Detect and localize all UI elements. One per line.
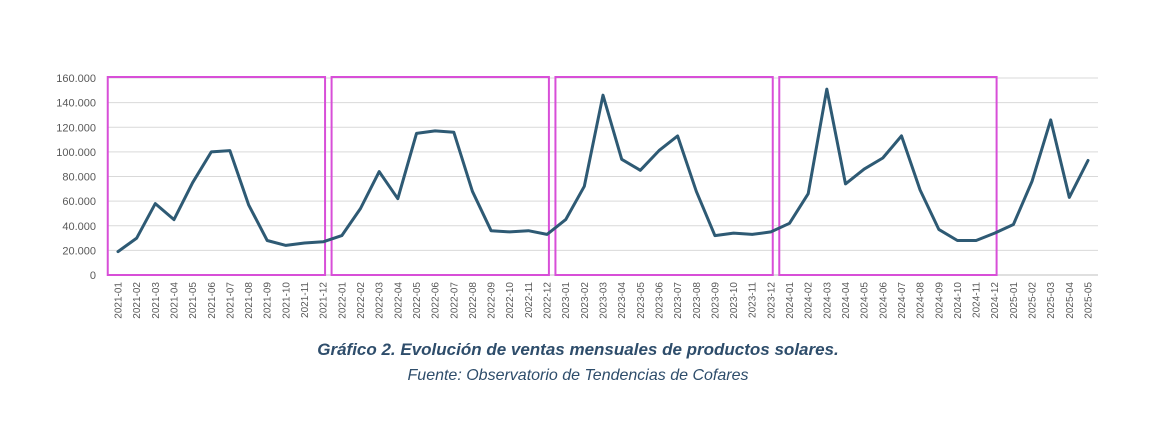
x-tick-label: 2021-03	[151, 282, 162, 319]
x-tick-label: 2021-02	[132, 282, 143, 319]
x-tick-label: 2023-07	[673, 282, 684, 319]
x-tick-label: 2025-02	[1028, 282, 1039, 319]
x-tick-label: 2024-06	[878, 282, 889, 319]
sales-series	[116, 87, 1090, 254]
x-tick-label: 2022-04	[393, 282, 404, 319]
series-line	[116, 87, 1090, 254]
y-tick-label: 100.000	[56, 147, 96, 159]
x-tick-label: 2025-03	[1046, 282, 1057, 319]
y-tick-label: 20.000	[62, 245, 96, 257]
x-tick-label: 2021-07	[225, 282, 236, 319]
x-tick-label: 2024-05	[860, 282, 871, 319]
x-tick-label: 2023-06	[654, 282, 665, 319]
x-tick-label: 2022-05	[412, 282, 423, 319]
figure-caption-title: Gráfico 2. Evolución de ventas mensuales…	[317, 340, 839, 359]
figure-caption-source: Fuente: Observatorio de Tendencias de Co…	[407, 367, 749, 384]
x-tick-label: 2022-01	[337, 282, 348, 319]
year-highlight-box	[106, 76, 327, 276]
x-tick-label: 2022-02	[356, 282, 367, 319]
line-chart: 0 20.000 40.000 60.000 80.000 100.000 120.000 1…	[56, 73, 1098, 319]
y-tick-label: 140.000	[56, 98, 96, 110]
x-tick-label: 2022-03	[375, 282, 386, 319]
x-tick-label: 2021-12	[319, 282, 330, 319]
x-tick-label: 2023-09	[710, 282, 721, 319]
x-tick-label: 2021-05	[188, 282, 199, 319]
x-tick-label: 2024-01	[785, 282, 796, 319]
y-axis-tick-labels: 0 20.000 40.000 60.000 80.000 100.000 120.000 1…	[56, 73, 96, 282]
x-tick-label: 2025-04	[1065, 282, 1076, 319]
x-tick-label: 2023-02	[580, 282, 591, 319]
x-tick-label: 2022-07	[449, 282, 460, 319]
x-tick-label: 2022-06	[431, 282, 442, 319]
x-tick-label: 2023-05	[636, 282, 647, 319]
x-tick-label: 2022-10	[505, 282, 516, 319]
x-tick-label: 2024-10	[953, 282, 964, 319]
x-tick-label: 2024-03	[822, 282, 833, 319]
y-tick-label: 40.000	[62, 221, 96, 233]
year-highlight-box	[554, 76, 774, 276]
x-tick-label: 2024-12	[990, 282, 1001, 319]
y-tick-label: 160.000	[56, 73, 96, 85]
x-tick-label: 2021-11	[300, 282, 311, 318]
year-highlight-box	[330, 76, 550, 276]
x-tick-label: 2021-09	[263, 282, 274, 319]
x-tick-label: 2022-08	[468, 282, 479, 319]
x-tick-label: 2022-12	[543, 282, 554, 319]
x-tick-label: 2021-01	[114, 282, 125, 319]
x-tick-label: 2023-03	[599, 282, 610, 319]
x-tick-label: 2023-01	[561, 282, 572, 319]
x-tick-label: 2024-08	[916, 282, 927, 319]
x-tick-label: 2023-08	[692, 282, 703, 319]
x-tick-label: 2021-08	[244, 282, 255, 319]
x-tick-label: 2022-09	[487, 282, 498, 319]
y-tick-label: 120.000	[56, 122, 96, 134]
y-tick-label: 0	[90, 270, 96, 282]
x-tick-label: 2024-02	[804, 282, 815, 319]
x-axis-tick-labels: 2021-01 2021-02 2021-03 2021-04 2021-05 2021-…	[114, 282, 1095, 319]
y-tick-label: 80.000	[62, 172, 96, 184]
y-tick-label: 60.000	[62, 196, 96, 208]
x-tick-label: 2024-09	[934, 282, 945, 319]
year-highlight-box	[778, 76, 998, 276]
gridlines	[108, 77, 1098, 276]
year-highlight-boxes	[106, 76, 998, 276]
x-tick-label: 2024-07	[897, 282, 908, 319]
x-tick-label: 2025-01	[1009, 282, 1020, 319]
x-tick-label: 2023-11	[748, 282, 759, 318]
x-tick-label: 2021-10	[281, 282, 292, 319]
x-tick-label: 2024-04	[841, 282, 852, 319]
x-tick-label: 2025-05	[1084, 282, 1095, 319]
x-tick-label: 2021-04	[169, 282, 180, 319]
x-tick-label: 2022-11	[524, 282, 535, 318]
x-tick-label: 2023-04	[617, 282, 628, 319]
x-tick-label: 2021-06	[207, 282, 218, 319]
x-tick-label: 2023-12	[766, 282, 777, 319]
x-tick-label: 2023-10	[729, 282, 740, 319]
x-tick-label: 2024-11	[972, 282, 983, 318]
